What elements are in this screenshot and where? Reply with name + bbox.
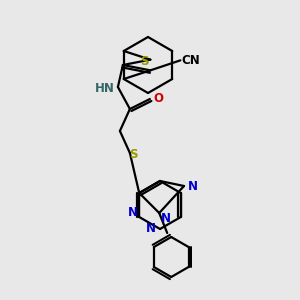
- Text: CN: CN: [181, 54, 200, 67]
- Text: HN: HN: [95, 82, 115, 95]
- Text: O: O: [153, 92, 163, 106]
- Text: N: N: [128, 206, 138, 218]
- Text: S: S: [129, 148, 137, 161]
- Text: N: N: [146, 223, 156, 236]
- Text: N: N: [161, 212, 171, 226]
- Text: S: S: [140, 55, 148, 68]
- Text: N: N: [188, 179, 198, 193]
